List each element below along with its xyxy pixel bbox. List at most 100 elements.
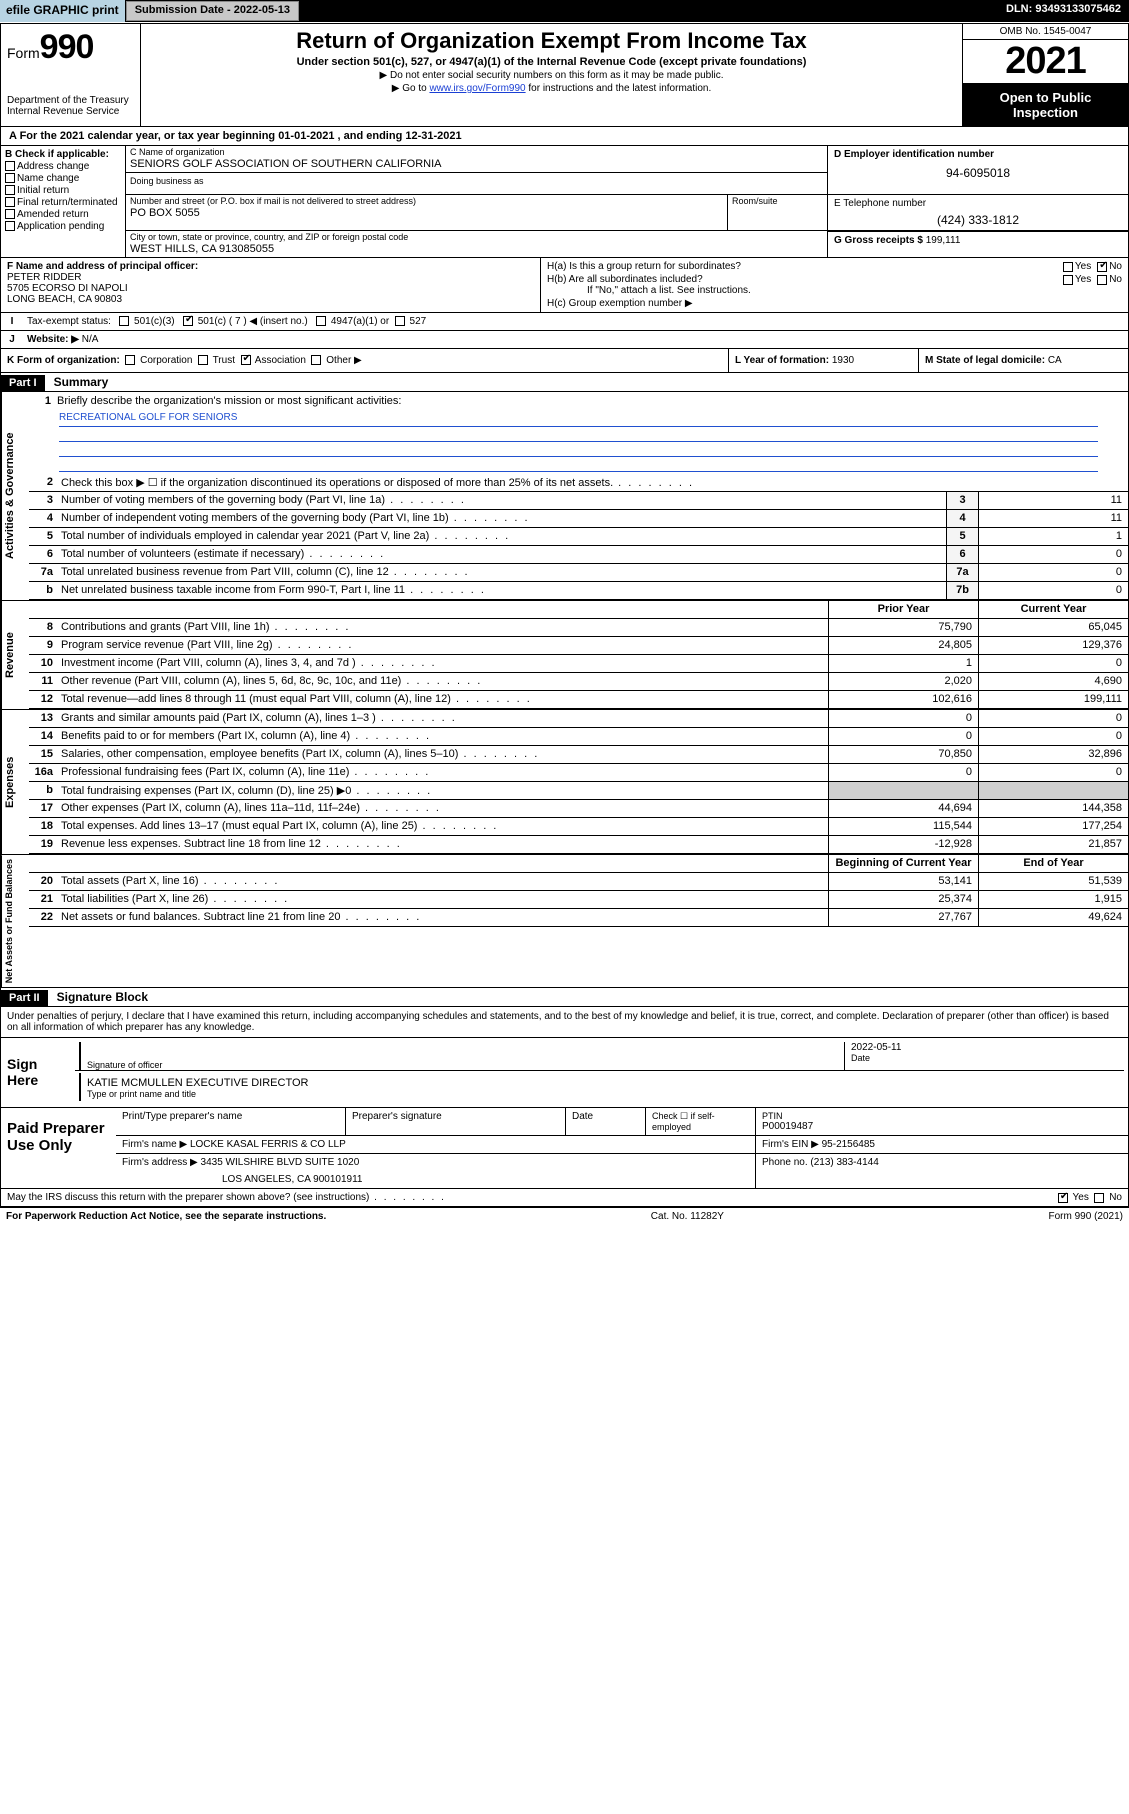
line-num: 13 (29, 710, 57, 727)
cb-other[interactable] (311, 355, 321, 365)
mission-value: RECREATIONAL GOLF FOR SENIORS (59, 412, 1098, 427)
prep-name-hdr: Print/Type preparer's name (116, 1108, 346, 1135)
i-label: I (1, 313, 23, 330)
prior-year-value: 1 (828, 655, 978, 672)
cb-discuss-no[interactable] (1094, 1193, 1104, 1203)
line-value: 11 (978, 492, 1128, 509)
phone-label: E Telephone number (834, 198, 1122, 209)
prior-year-value: 44,694 (828, 800, 978, 817)
sign-here-block: Sign Here Signature of officer 2022-05-1… (1, 1038, 1128, 1108)
note2-post: for instructions and the latest informat… (526, 83, 712, 94)
top-bar: efile GRAPHIC print Submission Date - 20… (0, 0, 1129, 22)
officer-name: PETER RIDDER (7, 272, 534, 283)
firm-addr1: 3435 WILSHIRE BLVD SUITE 1020 (201, 1157, 360, 1168)
line-num: 20 (29, 873, 57, 890)
line-desc: Revenue less expenses. Subtract line 18 … (57, 836, 828, 853)
ha-no: No (1109, 261, 1122, 272)
opt-501c3: 501(c)(3) (134, 316, 175, 327)
firm-ein: 95-2156485 (822, 1139, 875, 1150)
cb-amended-return[interactable] (5, 209, 15, 219)
cb-501c3[interactable] (119, 316, 129, 326)
line-num: 22 (29, 909, 57, 926)
row-j: J Website: ▶ N/A (1, 331, 1128, 349)
form-word: Form (7, 45, 40, 61)
cb-ha-no[interactable] (1097, 262, 1107, 272)
ptin-label: PTIN (762, 1111, 1122, 1121)
part2-title: Signature Block (51, 988, 154, 1006)
cb-address-change[interactable] (5, 161, 15, 171)
cb-4947[interactable] (316, 316, 326, 326)
irs-link[interactable]: www.irs.gov/Form990 (429, 83, 525, 94)
prior-year-value: 102,616 (828, 691, 978, 708)
line-num: b (29, 782, 57, 799)
cb-trust[interactable] (198, 355, 208, 365)
state-domicile: CA (1048, 355, 1062, 366)
pra-notice: For Paperwork Reduction Act Notice, see … (6, 1211, 326, 1222)
cb-final-return[interactable] (5, 197, 15, 207)
current-year-value: 177,254 (978, 818, 1128, 835)
revenue-header: Prior Year Current Year (29, 601, 1128, 619)
line-num: 19 (29, 836, 57, 853)
sign-here-label: Sign Here (1, 1038, 71, 1107)
line-num: 4 (29, 510, 57, 527)
line-desc: Total number of volunteers (estimate if … (57, 546, 946, 563)
preparer-block: Paid Preparer Use Only Print/Type prepar… (1, 1108, 1128, 1189)
cb-corporation[interactable] (125, 355, 135, 365)
line-a: A For the 2021 calendar year, or tax yea… (1, 127, 1128, 146)
cb-ha-yes[interactable] (1063, 262, 1073, 272)
cb-initial-return[interactable] (5, 185, 15, 195)
ha-label: H(a) Is this a group return for subordin… (547, 261, 1063, 272)
current-year-value (978, 782, 1128, 799)
summary-line: 15Salaries, other compensation, employee… (29, 746, 1128, 764)
cb-527[interactable] (395, 316, 405, 326)
hb-label: H(b) Are all subordinates included? (547, 274, 1063, 285)
section-governance: Activities & Governance 1 Briefly descri… (1, 392, 1128, 601)
begin-year-hdr: Beginning of Current Year (828, 855, 978, 872)
line-num: 3 (29, 492, 57, 509)
j-text: Website: ▶ (27, 334, 79, 345)
city-value: WEST HILLS, CA 913085055 (126, 243, 827, 257)
opt-application-pending: Application pending (17, 221, 104, 232)
line-desc: Program service revenue (Part VIII, line… (57, 637, 828, 654)
discuss-question: May the IRS discuss this return with the… (7, 1192, 446, 1203)
sig-date: 2022-05-11 (851, 1042, 1124, 1053)
opt-527: 527 (410, 316, 427, 327)
prior-year-value: 25,374 (828, 891, 978, 908)
l-text: L Year of formation: (735, 355, 832, 366)
submission-date-button[interactable]: Submission Date - 2022-05-13 (126, 1, 299, 21)
cb-discuss-yes[interactable] (1058, 1193, 1068, 1203)
prior-year-hdr: Prior Year (828, 601, 978, 618)
summary-line: 20Total assets (Part X, line 16)53,14151… (29, 873, 1128, 891)
officer-printed-name: KATIE MCMULLEN EXECUTIVE DIRECTOR (87, 1073, 1124, 1089)
opt-501c: 501(c) ( 7 ) ◀ (insert no.) (198, 316, 308, 327)
cb-application-pending[interactable] (5, 221, 15, 231)
opt-trust: Trust (213, 355, 235, 366)
header-right: OMB No. 1545-0047 2021 Open to Public In… (963, 24, 1128, 126)
summary-line: 17Other expenses (Part IX, column (A), l… (29, 800, 1128, 818)
prior-year-value: 0 (828, 710, 978, 727)
line-num: 2 (29, 474, 57, 491)
form-title: Return of Organization Exempt From Incom… (147, 28, 956, 54)
summary-line: 13Grants and similar amounts paid (Part … (29, 710, 1128, 728)
opt-amended-return: Amended return (17, 209, 89, 220)
cb-name-change[interactable] (5, 173, 15, 183)
prior-year-value: 53,141 (828, 873, 978, 890)
section-bcdeg: B Check if applicable: Address change Na… (1, 146, 1128, 258)
line-value: 0 (978, 546, 1128, 563)
dept-treasury: Department of the Treasury (7, 95, 134, 106)
form-subtitle: Under section 501(c), 527, or 4947(a)(1)… (147, 56, 956, 68)
line-desc: Salaries, other compensation, employee b… (57, 746, 828, 763)
gov-line: 3Number of voting members of the governi… (29, 492, 1128, 510)
current-year-value: 1,915 (978, 891, 1128, 908)
cb-hb-no[interactable] (1097, 275, 1107, 285)
cb-501c[interactable] (183, 316, 193, 326)
discuss-no: No (1109, 1192, 1122, 1203)
line-desc: Total expenses. Add lines 13–17 (must eq… (57, 818, 828, 835)
line-desc: Net assets or fund balances. Subtract li… (57, 909, 828, 926)
prior-year-value: 24,805 (828, 637, 978, 654)
officer-label: F Name and address of principal officer: (7, 261, 534, 272)
note2-pre: ▶ Go to (392, 83, 430, 94)
cb-association[interactable] (241, 355, 251, 365)
cat-no: Cat. No. 11282Y (651, 1211, 724, 1222)
cb-hb-yes[interactable] (1063, 275, 1073, 285)
